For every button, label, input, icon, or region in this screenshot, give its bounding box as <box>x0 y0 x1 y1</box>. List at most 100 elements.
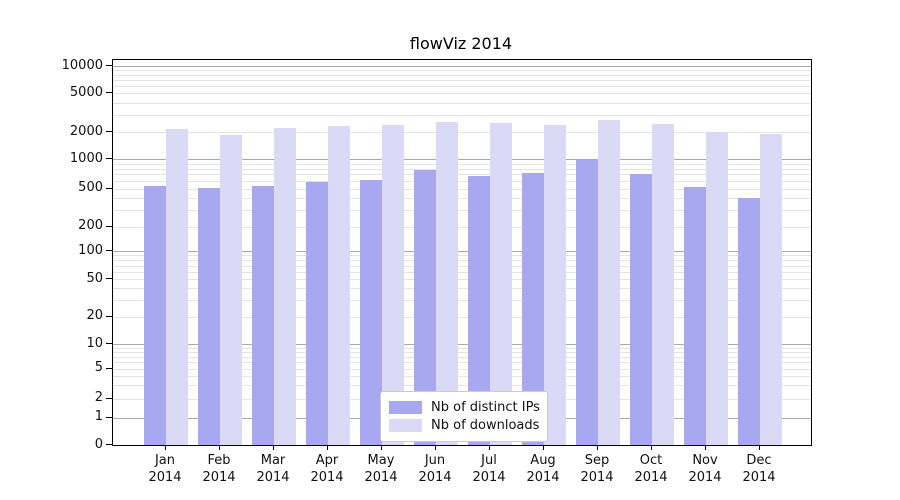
x-tick-oct <box>651 445 652 450</box>
x-tick-apr <box>327 445 328 450</box>
x-tick-label-oct: Oct 2014 <box>621 452 681 486</box>
y-tick-0 <box>106 444 112 445</box>
gridline-minor-7 <box>113 356 811 358</box>
y-tick-label-2000: 2000 <box>69 123 103 139</box>
x-tick-label-dec: Dec 2014 <box>729 452 789 486</box>
y-tick-label-10000: 10000 <box>61 57 103 73</box>
bar-nb-of-downloads-aug <box>544 125 566 445</box>
x-tick-label-may: May 2014 <box>351 452 411 486</box>
gridline-minor-200 <box>113 226 811 228</box>
x-tick-label-feb: Feb 2014 <box>189 452 249 486</box>
gridline-minor-30 <box>113 300 811 302</box>
gridline-minor-3000 <box>113 114 811 116</box>
gridline-minor-900 <box>113 163 811 165</box>
x-tick-jun <box>435 445 436 450</box>
chart-title: flowViz 2014 <box>409 34 513 53</box>
gridline-minor-3 <box>113 385 811 387</box>
x-tick-label-jun: Jun 2014 <box>405 452 465 486</box>
bar-nb-of-downloads-nov <box>706 132 728 445</box>
x-tick-label-mar: Mar 2014 <box>243 452 303 486</box>
x-tick-label-nov: Nov 2014 <box>675 452 735 486</box>
x-tick-year-jul: 2014 <box>472 470 506 485</box>
bar-nb-of-distinct-ips-aug <box>522 172 544 445</box>
bar-nb-of-distinct-ips-feb <box>198 187 220 445</box>
gridline-minor-500 <box>113 188 811 190</box>
legend-label-distinct-ips: Nb of distinct IPs <box>431 399 540 415</box>
y-tick-label-100: 100 <box>78 242 103 258</box>
gridline-minor-50 <box>113 279 811 281</box>
gridline-minor-2000 <box>113 132 811 133</box>
y-tick-50 <box>106 278 112 280</box>
x-tick-label-aug: Aug 2014 <box>513 452 573 486</box>
y-tick-2 <box>106 397 112 399</box>
x-tick-aug <box>543 445 544 450</box>
legend: Nb of distinct IPs Nb of downloads <box>380 391 548 442</box>
x-tick-year-may: 2014 <box>364 470 398 485</box>
bar-nb-of-distinct-ips-dec <box>738 198 760 445</box>
x-tick-year-mar: 2014 <box>256 470 290 485</box>
x-tick-may <box>381 445 382 450</box>
gridline-minor-80 <box>113 260 811 262</box>
x-tick-year-nov: 2014 <box>688 470 722 485</box>
gridline-major-100 <box>113 251 811 252</box>
x-tick-jan <box>165 445 166 450</box>
gridline-major-10 <box>113 344 811 346</box>
gridline-minor-300 <box>113 209 811 211</box>
bar-nb-of-distinct-ips-nov <box>684 187 706 445</box>
bar-nb-of-distinct-ips-apr <box>306 181 328 445</box>
x-tick-year-sep: 2014 <box>580 470 614 485</box>
y-tick-10 <box>106 343 112 345</box>
bar-nb-of-distinct-ips-mar <box>252 186 274 445</box>
gridline-minor-7000 <box>113 80 811 81</box>
bar-nb-of-downloads-oct <box>652 124 674 445</box>
y-tick-label-1: 1 <box>94 409 103 424</box>
x-tick-label-jul: Jul 2014 <box>459 452 519 486</box>
y-tick-label-500: 500 <box>78 180 103 196</box>
legend-swatch-downloads <box>389 418 422 432</box>
gridline-minor-600 <box>113 181 811 182</box>
bar-nb-of-distinct-ips-sep <box>576 159 598 445</box>
y-tick-5 <box>106 367 112 369</box>
gridline-minor-40 <box>113 288 811 290</box>
bar-nb-of-downloads-sep <box>598 119 620 445</box>
gridline-minor-20 <box>113 316 811 318</box>
gridline-minor-8 <box>113 352 811 354</box>
x-tick-dec <box>759 445 760 450</box>
y-tick-label-5000: 5000 <box>69 84 103 100</box>
y-tick-label-2: 2 <box>94 390 103 406</box>
y-tick-label-200: 200 <box>78 218 103 234</box>
y-tick-500 <box>106 187 112 189</box>
y-tick-1000 <box>106 158 112 160</box>
y-tick-200 <box>106 225 112 227</box>
x-tick-year-jun: 2014 <box>418 470 452 485</box>
legend-label-downloads: Nb of downloads <box>431 417 540 433</box>
y-tick-label-5: 5 <box>94 360 103 376</box>
x-tick-jul <box>489 445 490 450</box>
gridline-minor-60 <box>113 271 811 273</box>
y-tick-5000 <box>106 92 112 94</box>
gridline-minor-90 <box>113 255 811 257</box>
x-tick-year-oct: 2014 <box>634 470 668 485</box>
x-tick-year-aug: 2014 <box>526 470 560 485</box>
x-tick-sep <box>597 445 598 450</box>
legend-swatch-distinct-ips <box>389 400 422 414</box>
bar-nb-of-downloads-feb <box>220 135 242 445</box>
gridline-minor-6000 <box>113 86 811 88</box>
gridline-major-10000 <box>113 66 811 67</box>
y-tick-label-50: 50 <box>86 270 103 286</box>
bar-nb-of-downloads-jun <box>436 121 458 445</box>
gridline-minor-800 <box>113 168 811 170</box>
x-tick-year-dec: 2014 <box>742 470 776 485</box>
y-tick-label-0: 0 <box>94 436 103 452</box>
x-tick-label-sep: Sep 2014 <box>567 452 627 486</box>
x-tick-mar <box>273 445 274 450</box>
gridline-major-1000 <box>113 159 811 161</box>
bar-nb-of-distinct-ips-jan <box>144 186 166 445</box>
y-tick-1 <box>106 416 112 418</box>
gridline-minor-4 <box>113 376 811 377</box>
gridline-minor-9000 <box>113 70 811 72</box>
x-tick-year-feb: 2014 <box>202 470 236 485</box>
plot-area <box>112 59 812 446</box>
bar-nb-of-downloads-apr <box>328 126 350 445</box>
